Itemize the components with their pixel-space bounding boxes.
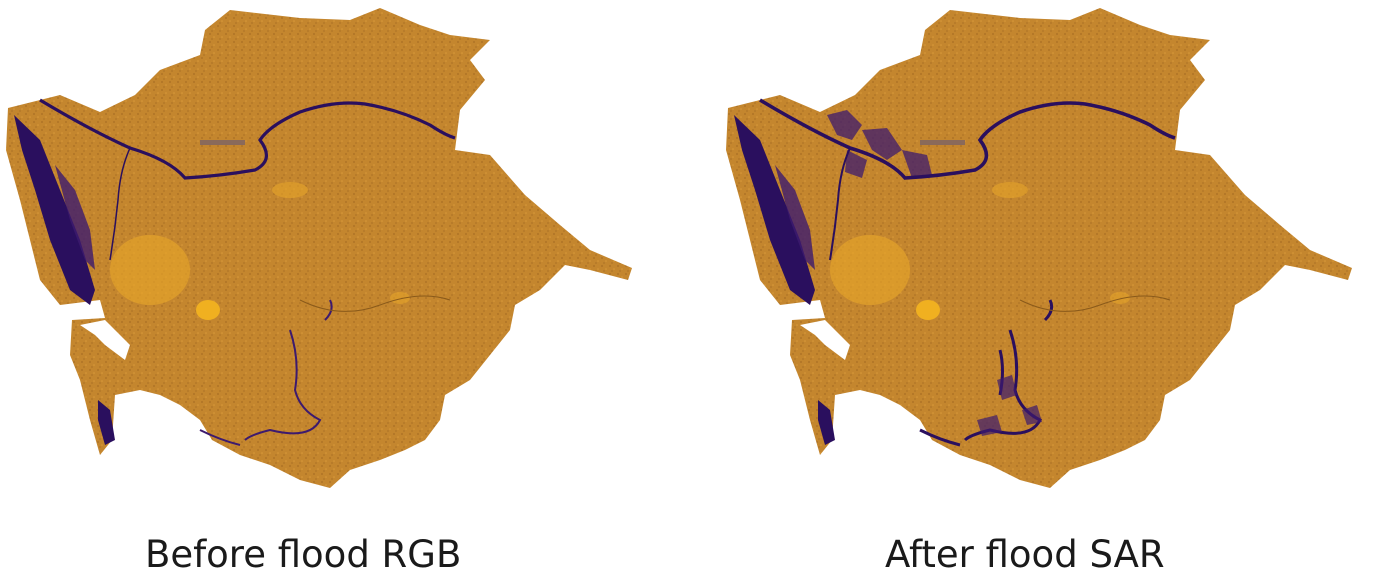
region-landmass <box>726 8 1352 488</box>
coastal-lagoon-2 <box>55 165 95 270</box>
before-flood-panel: Before flood RGB <box>6 8 632 576</box>
river-branch-west <box>829 147 851 261</box>
urban-spot-2 <box>1110 292 1130 304</box>
before-flood-map <box>6 8 632 488</box>
flood-patches-south <box>977 375 1042 436</box>
coastal-lagoon <box>14 115 95 305</box>
urban-spot-2 <box>390 292 410 304</box>
river-branch-west <box>109 147 131 261</box>
inland-stream <box>299 295 451 312</box>
region-landmass <box>6 8 632 488</box>
urban-area <box>830 235 910 305</box>
coastal-lagoon-2 <box>775 165 815 270</box>
airstrip <box>200 140 245 145</box>
urban-core <box>916 300 940 320</box>
estuary-inlet <box>800 320 850 360</box>
flood-patches-north <box>827 110 932 178</box>
coastal-lagoon <box>734 115 815 305</box>
urban-spot <box>272 182 308 198</box>
estuary-inlet <box>80 320 130 360</box>
southern-coastal-water <box>818 400 835 445</box>
urban-area <box>110 235 190 305</box>
airstrip <box>920 140 965 145</box>
panel-caption-before: Before flood RGB <box>145 533 462 576</box>
after-flood-panel: After flood SAR <box>687 0 1374 584</box>
main-river <box>759 98 1176 180</box>
after-flood-map <box>726 8 1352 488</box>
main-river <box>39 98 456 180</box>
urban-spot <box>992 182 1028 198</box>
panel-caption-after: After flood SAR <box>885 533 1165 576</box>
inland-stream <box>1019 295 1171 312</box>
urban-core <box>196 300 220 320</box>
southern-coastal-water <box>98 400 115 445</box>
